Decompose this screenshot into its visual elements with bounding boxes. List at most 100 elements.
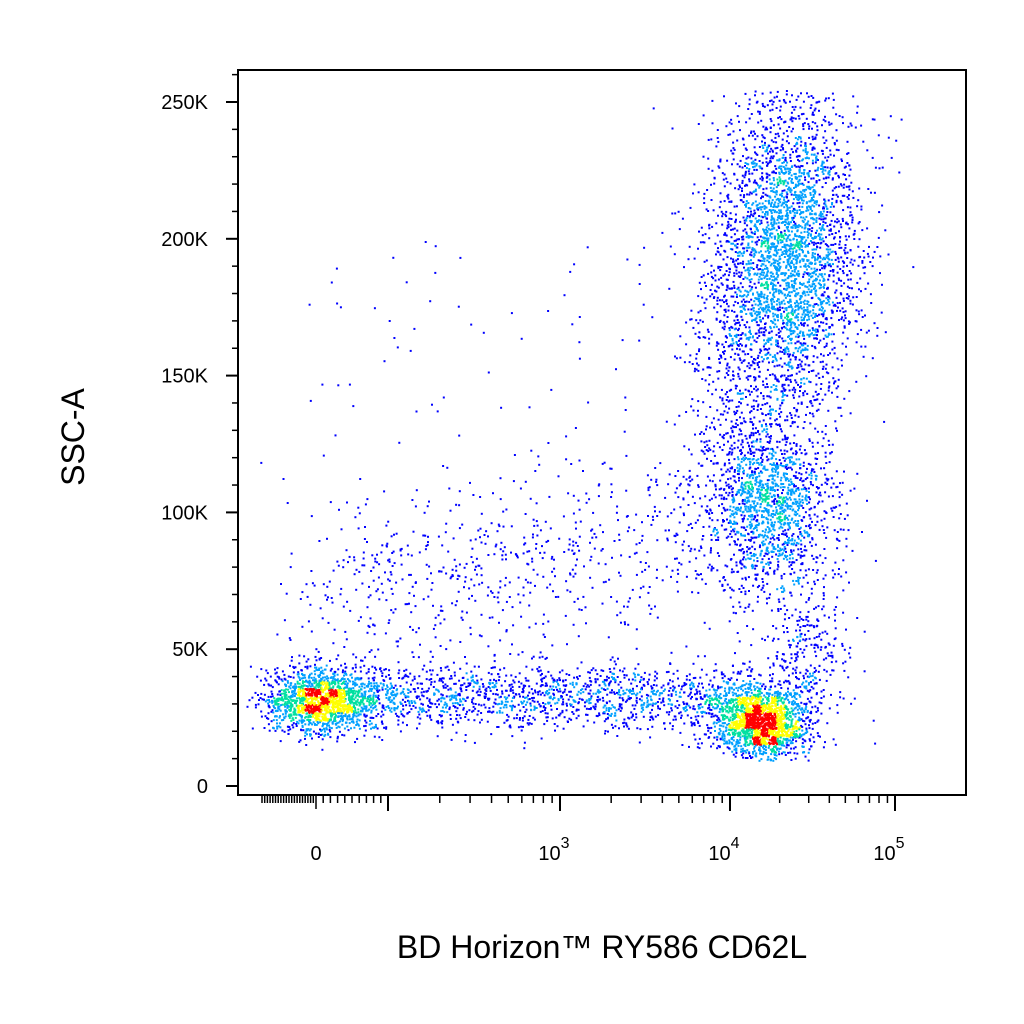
event-dot bbox=[771, 717, 774, 719]
event-dot bbox=[634, 676, 637, 679]
event-dot bbox=[739, 718, 742, 721]
event-dot bbox=[482, 685, 485, 688]
event-dot bbox=[612, 726, 614, 729]
event-dot bbox=[597, 691, 600, 694]
event-dot bbox=[317, 686, 320, 689]
event-dot bbox=[455, 717, 458, 720]
event-dot bbox=[531, 657, 533, 660]
event-dot bbox=[758, 746, 761, 749]
event-dot bbox=[820, 690, 823, 693]
event-dot bbox=[361, 685, 364, 688]
event-dot bbox=[659, 707, 661, 710]
event-dot bbox=[787, 708, 790, 711]
event-dot bbox=[781, 724, 784, 727]
event-dot bbox=[270, 710, 273, 713]
event-dot bbox=[784, 705, 787, 708]
event-dot bbox=[388, 669, 391, 672]
event-dot bbox=[559, 690, 562, 693]
event-dot bbox=[733, 734, 736, 736]
event-dot bbox=[726, 706, 729, 709]
event-dot bbox=[707, 726, 709, 729]
event-dot bbox=[320, 678, 323, 681]
event-dot bbox=[375, 715, 378, 718]
event-dot bbox=[741, 750, 744, 752]
event-dot bbox=[361, 682, 364, 685]
event-dot bbox=[556, 688, 558, 691]
event-dot bbox=[777, 693, 780, 696]
event-dot bbox=[774, 685, 777, 688]
event-dot bbox=[732, 704, 735, 707]
event-dot bbox=[308, 675, 311, 678]
event-dot bbox=[726, 742, 729, 745]
event-dot bbox=[333, 693, 336, 695]
event-dot bbox=[621, 697, 624, 700]
event-dot bbox=[577, 702, 580, 705]
event-dot bbox=[748, 702, 750, 705]
event-dot bbox=[571, 681, 574, 684]
event-dot bbox=[454, 691, 457, 694]
event-dot bbox=[322, 717, 325, 720]
event-dot bbox=[310, 672, 313, 675]
event-dot bbox=[728, 719, 731, 722]
event-dot bbox=[810, 712, 813, 715]
event-dot bbox=[527, 679, 530, 682]
event-dot bbox=[791, 737, 794, 740]
event-dot bbox=[351, 697, 354, 700]
event-dot bbox=[757, 717, 760, 720]
event-dot bbox=[500, 684, 503, 687]
event-dot bbox=[428, 700, 431, 702]
event-dot bbox=[334, 670, 337, 673]
event-dot bbox=[762, 721, 765, 724]
event-dot bbox=[732, 739, 735, 742]
event-dot bbox=[782, 701, 785, 704]
event-dot bbox=[450, 677, 453, 680]
event-dot bbox=[693, 708, 696, 711]
event-dot bbox=[631, 692, 633, 695]
event-dot bbox=[640, 686, 643, 689]
event-dot bbox=[731, 731, 734, 734]
event-dot bbox=[608, 707, 611, 709]
event-dot bbox=[731, 707, 734, 710]
event-dot bbox=[781, 658, 784, 661]
event-dot bbox=[408, 704, 411, 707]
event-dot bbox=[745, 701, 748, 704]
event-dot bbox=[737, 686, 740, 689]
event-dot bbox=[354, 709, 357, 712]
event-dot bbox=[657, 707, 660, 710]
event-dot bbox=[284, 695, 287, 698]
event-dot bbox=[596, 678, 599, 681]
event-dot bbox=[796, 727, 799, 730]
event-dot bbox=[754, 710, 757, 713]
event-dot bbox=[504, 680, 507, 683]
event-dot bbox=[760, 700, 763, 703]
event-dot bbox=[288, 685, 291, 688]
event-dot bbox=[623, 725, 625, 728]
event-dot bbox=[758, 715, 761, 718]
event-dot bbox=[499, 668, 502, 671]
event-dot bbox=[521, 719, 524, 722]
event-dot bbox=[771, 705, 774, 708]
event-dot bbox=[372, 685, 375, 688]
event-dot bbox=[792, 730, 795, 733]
event-dot bbox=[404, 694, 407, 697]
event-dot bbox=[325, 728, 328, 731]
event-dot bbox=[411, 702, 413, 704]
event-dot bbox=[299, 701, 302, 704]
event-dot bbox=[343, 708, 346, 711]
event-dot bbox=[738, 709, 741, 712]
event-dot bbox=[622, 689, 625, 692]
event-dot bbox=[658, 694, 661, 697]
event-dot bbox=[313, 698, 316, 701]
event-dot bbox=[534, 691, 537, 694]
event-dot bbox=[426, 714, 429, 717]
event-dot bbox=[300, 677, 303, 680]
event-dot bbox=[795, 735, 798, 738]
event-dot bbox=[756, 702, 758, 705]
event-dot bbox=[743, 684, 746, 687]
event-dot bbox=[752, 704, 755, 707]
event-dot bbox=[539, 693, 542, 696]
event-dot bbox=[280, 692, 283, 695]
event-dot bbox=[364, 719, 367, 722]
event-dot bbox=[344, 690, 347, 693]
event-dot bbox=[524, 711, 527, 713]
